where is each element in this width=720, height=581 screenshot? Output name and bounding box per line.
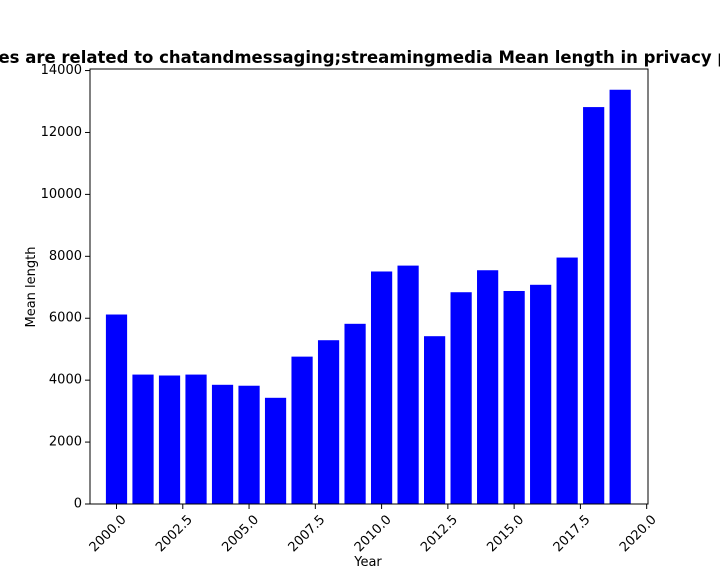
bar-2014 <box>477 270 499 504</box>
x-tick-label: 2015.0 <box>484 512 527 555</box>
x-tick-label: 2017.5 <box>551 512 594 555</box>
y-tick-label: 12000 <box>41 125 82 140</box>
x-axis-label: Year <box>353 555 382 570</box>
plot-frame <box>89 68 649 505</box>
x-tick-label: 2002.5 <box>153 512 196 555</box>
bar-2016 <box>530 284 552 504</box>
bar-2006 <box>264 397 287 504</box>
y-tick-label: 2000 <box>49 435 82 450</box>
x-tick-label: 2020.0 <box>617 512 660 555</box>
x-axis-ticks: 2000.0 2002.5 2005.0 2007.5 2010.0 2012.5 2015… <box>87 504 660 555</box>
x-tick-label: 2007.5 <box>286 512 329 555</box>
y-tick-label: 6000 <box>49 311 82 326</box>
bar-2018 <box>583 107 605 504</box>
bar-2005 <box>238 385 260 504</box>
bar-2003 <box>185 374 207 504</box>
x-tick-label: 2012.5 <box>418 512 461 555</box>
bar-2004 <box>211 384 234 504</box>
bar-2007 <box>291 356 313 504</box>
bars-group <box>105 89 631 504</box>
y-axis-ticks: 0 2000 4000 6000 8000 10000 12000 14000 <box>41 63 90 512</box>
y-axis-label: Mean length <box>24 247 39 328</box>
y-tick-label: 10000 <box>41 187 82 202</box>
bar-2010 <box>370 271 393 504</box>
y-tick-label: 8000 <box>49 249 82 264</box>
y-tick-label: 0 <box>74 497 82 512</box>
bar-2017 <box>556 257 578 504</box>
bar-2013 <box>450 292 472 504</box>
y-tick-label: 4000 <box>49 373 82 388</box>
bar-2001 <box>132 374 154 504</box>
bar-2019 <box>609 89 631 504</box>
chart-title: Queries are related to chatandmessaging;… <box>0 48 720 67</box>
bar-2011 <box>397 265 419 504</box>
x-tick-label: 2000.0 <box>87 512 130 555</box>
y-tick-label: 14000 <box>41 63 82 78</box>
bar-2008 <box>317 340 340 504</box>
bar-2009 <box>344 323 366 504</box>
bar-2002 <box>158 375 181 504</box>
bar-2012 <box>424 336 446 504</box>
bar-2015 <box>503 290 525 504</box>
bar-2000 <box>105 314 128 504</box>
x-tick-label: 2010.0 <box>352 512 395 555</box>
x-tick-label: 2005.0 <box>219 512 262 555</box>
